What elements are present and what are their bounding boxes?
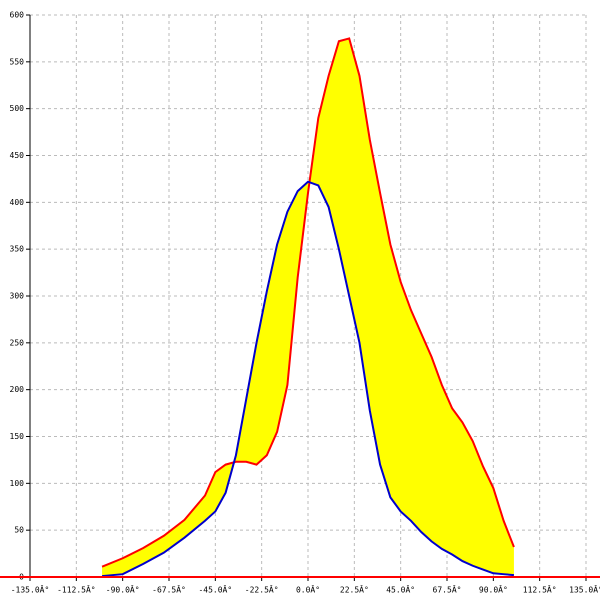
y-tick-label: 250: [10, 338, 25, 347]
x-tick-label: -135.0Â°: [11, 584, 50, 595]
x-tick-label: -22.5Â°: [245, 584, 279, 595]
y-tick-label: 450: [10, 151, 25, 160]
y-tick-label: 200: [10, 385, 25, 394]
fill-area: [102, 38, 514, 577]
series-line: [101, 37, 515, 568]
x-tick-label: -45.0Â°: [198, 584, 232, 595]
y-tick-label: 550: [10, 57, 25, 66]
y-tick-label: 50: [14, 526, 24, 535]
x-tick-label: 112.5Â°: [523, 584, 557, 595]
x-tick-label: -112.5Â°: [57, 584, 96, 595]
y-tick-label: 150: [10, 432, 25, 441]
y-tick-label: 100: [10, 479, 25, 488]
y-tick-label: 500: [10, 104, 25, 113]
y-tick-label: 400: [10, 198, 25, 207]
x-tick-label: -90.0Â°: [106, 584, 140, 595]
y-tick-label: 350: [10, 245, 25, 254]
series-line: [101, 180, 515, 578]
x-tick-label: 22.5Â°: [340, 584, 369, 595]
y-tick-label: 600: [10, 11, 25, 20]
x-tick-label: 135.0Â°: [569, 584, 600, 595]
x-tick-label: 90.0Â°: [479, 584, 508, 595]
y-tick-label: 300: [10, 292, 25, 301]
x-tick-label: -67.5Â°: [152, 584, 186, 595]
x-tick-label: 67.5Â°: [433, 584, 462, 595]
x-tick-label: 0.0Â°: [296, 584, 320, 595]
x-tick-label: 45.0Â°: [386, 584, 415, 595]
